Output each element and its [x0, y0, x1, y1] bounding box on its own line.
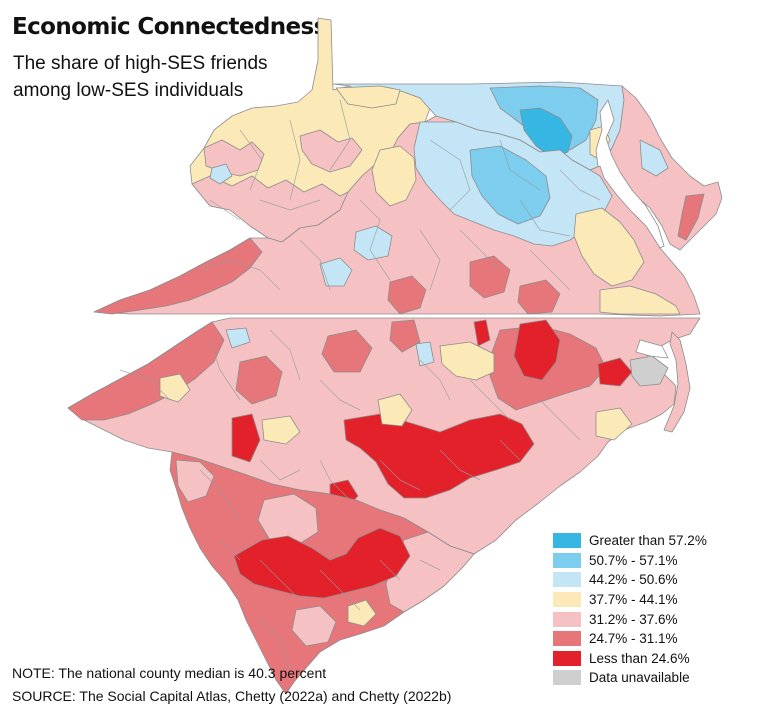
footnote: NOTE: The national county median is 40.3… [12, 662, 451, 708]
legend-label: 50.7% - 57.1% [589, 552, 678, 568]
region-md-yellow-west [335, 85, 401, 109]
region-nc-darkred-northeast [473, 319, 491, 347]
legend-swatch [553, 572, 581, 588]
legend-label: Less than 24.6% [589, 650, 690, 666]
legend-item-less-than-24: Less than 24.6% [553, 649, 763, 669]
region-nc-red-central-3 [389, 319, 421, 353]
region-sc-pink-south [291, 605, 337, 647]
region-nc-blue-center [415, 341, 435, 367]
region-delmarva-blue [639, 139, 669, 177]
legend-swatch [553, 552, 581, 568]
region-va-blue-pocket [353, 225, 393, 261]
legend-label: 37.7% - 44.1% [589, 592, 678, 608]
region-nc-blue-west [225, 327, 251, 349]
source-text: SOURCE: The Social Capital Atlas, Chetty… [12, 688, 452, 704]
region-wv-pink-center [299, 129, 363, 173]
region-nc-red-central [235, 355, 283, 405]
region-va-yellow-center [371, 145, 417, 207]
region-va-red-south-2 [469, 255, 511, 299]
region-nc-yellow-triangle [439, 341, 495, 381]
region-va-blue-mid [469, 145, 551, 225]
region-md-darkest-blue [519, 107, 573, 159]
legend-item-31-37: 31.2% - 37.6% [553, 609, 763, 629]
region-va-red-south-1 [387, 275, 427, 315]
region-va-red-southwest [93, 237, 263, 315]
region-delmarva-coast-red [677, 193, 705, 241]
region-nc-yellow-south [261, 415, 301, 445]
legend-swatch [553, 631, 581, 647]
region-nc-outer-banks [663, 331, 691, 433]
region-nc-red-central-2 [321, 329, 373, 373]
map-title: Economic Connectedness [12, 14, 327, 40]
legend-label: Data unavailable [589, 670, 690, 686]
map-subtitle: The share of high-SES friends among low-… [13, 53, 268, 101]
region-sc-pink-upstate [175, 459, 215, 503]
region-va-yellow-southeast [599, 285, 681, 315]
legend-label: 31.2% - 37.6% [589, 611, 678, 627]
legend-item-greater-than-57: Greater than 57.2% [553, 531, 763, 551]
legend-item-50-57: 50.7% - 57.1% [553, 551, 763, 571]
region-nc-red-west [67, 321, 225, 421]
region-nc-darkred-east [513, 319, 561, 381]
legend-label: 44.2% - 50.6% [589, 572, 678, 588]
region-sc-darkred-band [233, 527, 411, 599]
region-nc-yellow-central [377, 393, 413, 427]
note-text: NOTE: The national county median is 40.3… [12, 665, 327, 681]
region-albemarle-sound [635, 339, 669, 359]
legend: Greater than 57.2% 50.7% - 57.1% 44.2% -… [553, 531, 763, 688]
county-borders [119, 99, 601, 671]
region-wv-blue-pocket [209, 163, 233, 185]
legend-swatch [553, 611, 581, 627]
region-nc-darkred-east-2 [597, 357, 633, 387]
region-sc-pink-center [257, 493, 319, 547]
legend-swatch [553, 592, 581, 608]
region-nc-yellow-west [159, 373, 191, 403]
region-sc-yellow-small [347, 599, 377, 627]
legend-swatch [553, 670, 581, 686]
legend-swatch [553, 533, 581, 549]
legend-item-37-44: 37.7% - 44.1% [553, 590, 763, 610]
legend-label: Greater than 57.2% [589, 533, 707, 549]
legend-item-44-50: 44.2% - 50.6% [553, 570, 763, 590]
legend-swatch [553, 650, 581, 666]
legend-item-24-31: 24.7% - 31.1% [553, 629, 763, 649]
region-va-red-south-3 [517, 279, 561, 315]
region-nc-darkred-south [343, 413, 535, 499]
region-nc-darkred-sandhills [231, 413, 261, 463]
region-va-yellow-east [573, 207, 645, 287]
region-nc-yellow-coast [595, 407, 633, 441]
legend-item-data-unavailable: Data unavailable [553, 668, 763, 688]
legend-label: 24.7% - 31.1% [589, 631, 678, 647]
region-va-blue-pocket-2 [319, 257, 353, 287]
